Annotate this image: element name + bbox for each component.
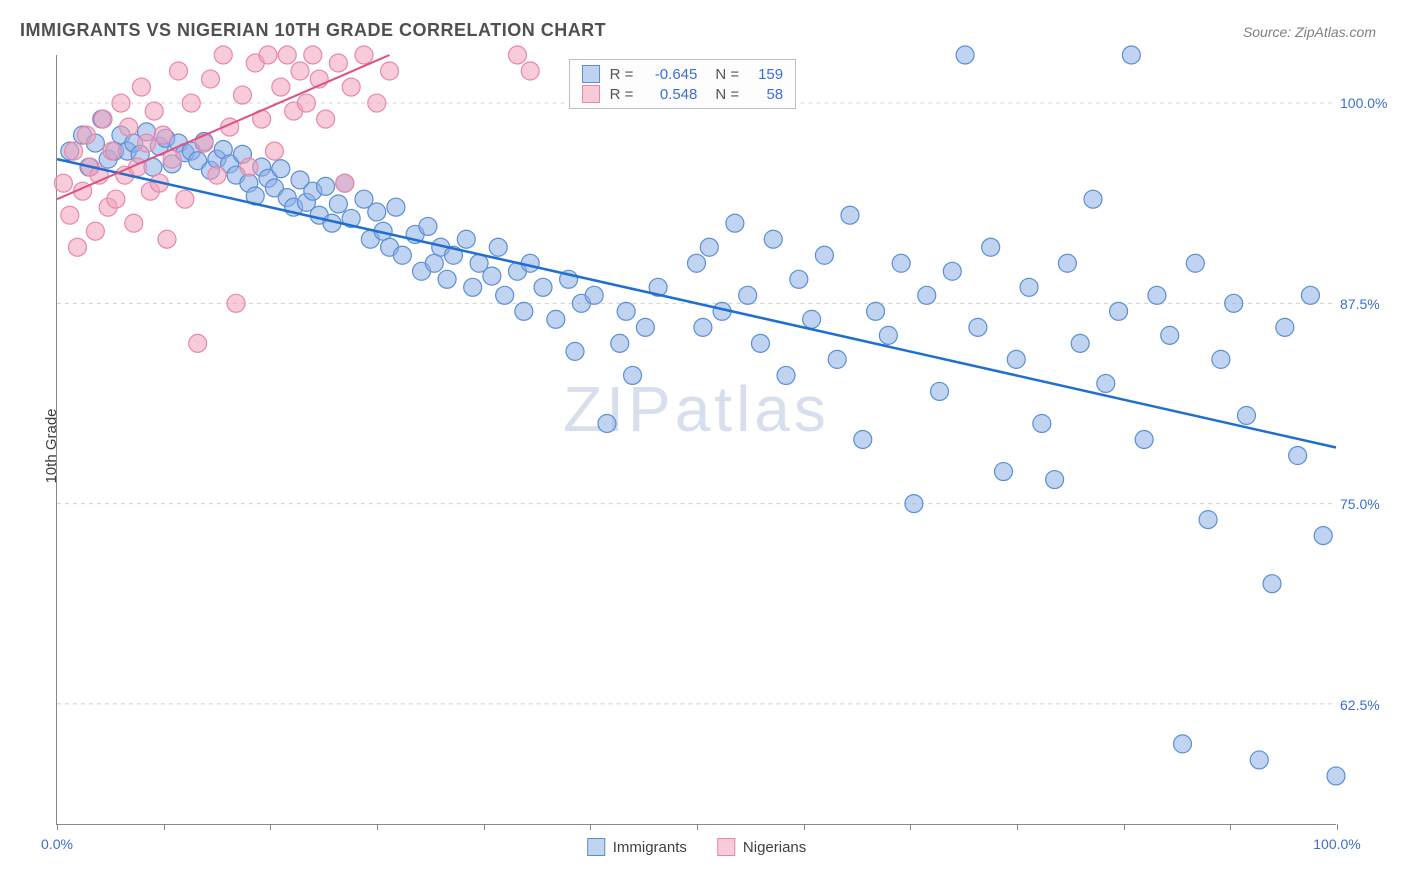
- r-label: R =: [610, 86, 634, 103]
- x-tick: [1230, 824, 1231, 830]
- x-tick-label: 100.0%: [1313, 836, 1360, 852]
- n-value: 159: [747, 66, 783, 83]
- legend-swatch: [582, 65, 600, 83]
- r-value: 0.548: [641, 86, 697, 103]
- x-tick: [1124, 824, 1125, 830]
- n-label: N =: [715, 86, 739, 103]
- n-value: 58: [747, 86, 783, 103]
- chart-source: Source: ZipAtlas.com: [1243, 24, 1376, 40]
- y-tick-label: 100.0%: [1340, 95, 1400, 111]
- chart-container: IMMIGRANTS VS NIGERIAN 10TH GRADE CORREL…: [0, 0, 1406, 892]
- x-tick: [1337, 824, 1338, 830]
- x-tick: [697, 824, 698, 830]
- x-tick: [590, 824, 591, 830]
- x-tick: [164, 824, 165, 830]
- y-tick-label: 87.5%: [1340, 296, 1400, 312]
- x-tick: [804, 824, 805, 830]
- legend-bottom: Immigrants Nigerians: [587, 838, 807, 856]
- y-tick-label: 75.0%: [1340, 496, 1400, 512]
- legend-correlation-box: R = -0.645 N = 159 R = 0.548 N = 58: [569, 59, 797, 109]
- legend-item: Nigerians: [717, 838, 806, 856]
- legend-swatch: [582, 85, 600, 103]
- y-tick-label: 62.5%: [1340, 697, 1400, 713]
- plot-svg: [57, 55, 1336, 824]
- legend-correlation-row: R = -0.645 N = 159: [582, 64, 784, 84]
- x-tick: [377, 824, 378, 830]
- x-tick: [57, 824, 58, 830]
- r-value: -0.645: [641, 66, 697, 83]
- n-label: N =: [715, 66, 739, 83]
- plot-area: ZIPatlas 62.5%75.0%87.5%100.0% 0.0%100.0…: [56, 55, 1336, 825]
- legend-correlation-row: R = 0.548 N = 58: [582, 84, 784, 104]
- x-tick: [1017, 824, 1018, 830]
- x-tick: [910, 824, 911, 830]
- chart-title: IMMIGRANTS VS NIGERIAN 10TH GRADE CORREL…: [20, 20, 606, 41]
- x-tick-label: 0.0%: [41, 836, 73, 852]
- legend-label: Nigerians: [743, 839, 806, 856]
- x-tick: [270, 824, 271, 830]
- r-label: R =: [610, 66, 634, 83]
- x-tick: [484, 824, 485, 830]
- legend-label: Immigrants: [613, 839, 687, 856]
- legend-swatch: [717, 838, 735, 856]
- legend-swatch: [587, 838, 605, 856]
- legend-item: Immigrants: [587, 838, 687, 856]
